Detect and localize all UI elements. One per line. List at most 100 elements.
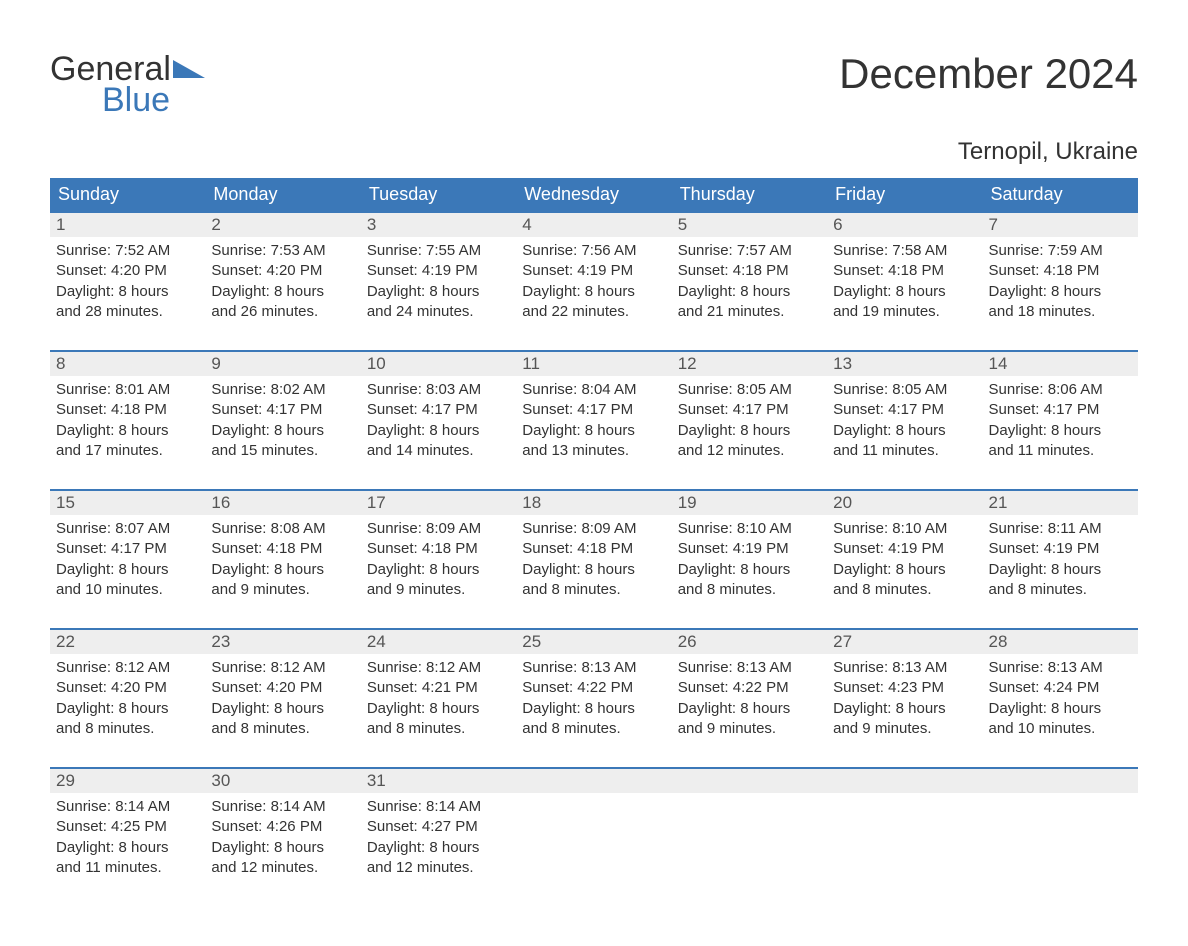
daylight-line1: Daylight: 8 hours [56,282,199,302]
day-content-cell: Sunrise: 7:56 AMSunset: 4:19 PMDaylight:… [516,237,671,351]
daylight-line1: Daylight: 8 hours [56,699,199,719]
daylight-line1: Daylight: 8 hours [989,282,1132,302]
day-content-cell: Sunrise: 7:52 AMSunset: 4:20 PMDaylight:… [50,237,205,351]
day-number-row: 1234567 [50,212,1138,237]
day-number-cell [672,768,827,793]
day-content-cell: Sunrise: 8:04 AMSunset: 4:17 PMDaylight:… [516,376,671,490]
day-content-cell [983,793,1138,906]
sunset-line: Sunset: 4:19 PM [833,539,976,559]
daylight-line2: and 19 minutes. [833,302,976,322]
day-content-cell: Sunrise: 8:02 AMSunset: 4:17 PMDaylight:… [205,376,360,490]
daylight-line2: and 8 minutes. [56,719,199,739]
sunrise-line: Sunrise: 8:06 AM [989,380,1132,400]
day-content-row: Sunrise: 8:14 AMSunset: 4:25 PMDaylight:… [50,793,1138,906]
sunset-line: Sunset: 4:19 PM [678,539,821,559]
daylight-line1: Daylight: 8 hours [833,560,976,580]
daylight-line1: Daylight: 8 hours [211,699,354,719]
calendar-page: General Blue December 2024 Ternopil, Ukr… [0,0,1188,946]
daylight-line1: Daylight: 8 hours [678,699,821,719]
daylight-line1: Daylight: 8 hours [367,421,510,441]
day-number-cell: 26 [672,629,827,654]
weekday-header: Sunday [50,178,205,212]
day-number-cell: 19 [672,490,827,515]
sunrise-line: Sunrise: 8:14 AM [367,797,510,817]
daylight-line2: and 12 minutes. [367,858,510,878]
day-content-cell: Sunrise: 8:05 AMSunset: 4:17 PMDaylight:… [672,376,827,490]
daylight-line1: Daylight: 8 hours [367,699,510,719]
calendar-body: 1234567Sunrise: 7:52 AMSunset: 4:20 PMDa… [50,212,1138,906]
daylight-line2: and 11 minutes. [833,441,976,461]
sunset-line: Sunset: 4:17 PM [211,400,354,420]
sunrise-line: Sunrise: 8:12 AM [56,658,199,678]
day-number-cell: 15 [50,490,205,515]
day-content-cell: Sunrise: 8:05 AMSunset: 4:17 PMDaylight:… [827,376,982,490]
day-content-cell: Sunrise: 8:10 AMSunset: 4:19 PMDaylight:… [827,515,982,629]
daylight-line2: and 8 minutes. [367,719,510,739]
day-content-cell: Sunrise: 7:59 AMSunset: 4:18 PMDaylight:… [983,237,1138,351]
day-number-cell: 23 [205,629,360,654]
brand-word2: Blue [102,81,170,120]
daylight-line2: and 21 minutes. [678,302,821,322]
daylight-line1: Daylight: 8 hours [989,560,1132,580]
day-content-cell: Sunrise: 8:03 AMSunset: 4:17 PMDaylight:… [361,376,516,490]
day-number-cell: 9 [205,351,360,376]
day-number-row: 293031 [50,768,1138,793]
sunset-line: Sunset: 4:17 PM [367,400,510,420]
sunset-line: Sunset: 4:20 PM [56,261,199,281]
daylight-line1: Daylight: 8 hours [56,838,199,858]
daylight-line2: and 9 minutes. [833,719,976,739]
daylight-line2: and 10 minutes. [56,580,199,600]
sunrise-line: Sunrise: 7:56 AM [522,241,665,261]
sunrise-line: Sunrise: 8:11 AM [989,519,1132,539]
daylight-line1: Daylight: 8 hours [678,421,821,441]
sunset-line: Sunset: 4:23 PM [833,678,976,698]
daylight-line2: and 12 minutes. [211,858,354,878]
sunrise-line: Sunrise: 8:13 AM [678,658,821,678]
sunrise-line: Sunrise: 8:10 AM [678,519,821,539]
day-content-cell: Sunrise: 8:14 AMSunset: 4:26 PMDaylight:… [205,793,360,906]
sunset-line: Sunset: 4:19 PM [989,539,1132,559]
day-number-cell: 10 [361,351,516,376]
sunset-line: Sunset: 4:18 PM [367,539,510,559]
calendar-table: Sunday Monday Tuesday Wednesday Thursday… [50,178,1138,906]
sunrise-line: Sunrise: 8:05 AM [678,380,821,400]
daylight-line1: Daylight: 8 hours [522,699,665,719]
day-number-cell: 22 [50,629,205,654]
sunset-line: Sunset: 4:17 PM [678,400,821,420]
sunset-line: Sunset: 4:25 PM [56,817,199,837]
sunset-line: Sunset: 4:18 PM [56,400,199,420]
title-block: December 2024 [839,50,1138,98]
daylight-line1: Daylight: 8 hours [211,282,354,302]
sunset-line: Sunset: 4:17 PM [989,400,1132,420]
sunset-line: Sunset: 4:24 PM [989,678,1132,698]
sunset-line: Sunset: 4:18 PM [678,261,821,281]
sunset-line: Sunset: 4:20 PM [56,678,199,698]
day-number-cell: 17 [361,490,516,515]
day-number-cell: 29 [50,768,205,793]
daylight-line1: Daylight: 8 hours [211,838,354,858]
daylight-line2: and 11 minutes. [56,858,199,878]
daylight-line2: and 18 minutes. [989,302,1132,322]
daylight-line2: and 22 minutes. [522,302,665,322]
daylight-line2: and 15 minutes. [211,441,354,461]
day-number-cell [827,768,982,793]
daylight-line1: Daylight: 8 hours [989,699,1132,719]
sunset-line: Sunset: 4:19 PM [522,261,665,281]
day-content-cell: Sunrise: 8:12 AMSunset: 4:21 PMDaylight:… [361,654,516,768]
day-content-cell: Sunrise: 8:13 AMSunset: 4:24 PMDaylight:… [983,654,1138,768]
day-number-cell: 16 [205,490,360,515]
day-number-cell: 21 [983,490,1138,515]
day-number-cell: 1 [50,212,205,237]
daylight-line1: Daylight: 8 hours [522,421,665,441]
weekday-header: Tuesday [361,178,516,212]
weekday-header: Thursday [672,178,827,212]
sunset-line: Sunset: 4:19 PM [367,261,510,281]
sunset-line: Sunset: 4:17 PM [56,539,199,559]
day-number-cell: 20 [827,490,982,515]
day-content-cell: Sunrise: 8:09 AMSunset: 4:18 PMDaylight:… [516,515,671,629]
day-content-cell: Sunrise: 8:14 AMSunset: 4:25 PMDaylight:… [50,793,205,906]
daylight-line1: Daylight: 8 hours [833,282,976,302]
daylight-line1: Daylight: 8 hours [678,560,821,580]
day-number-cell: 28 [983,629,1138,654]
day-number-cell: 13 [827,351,982,376]
